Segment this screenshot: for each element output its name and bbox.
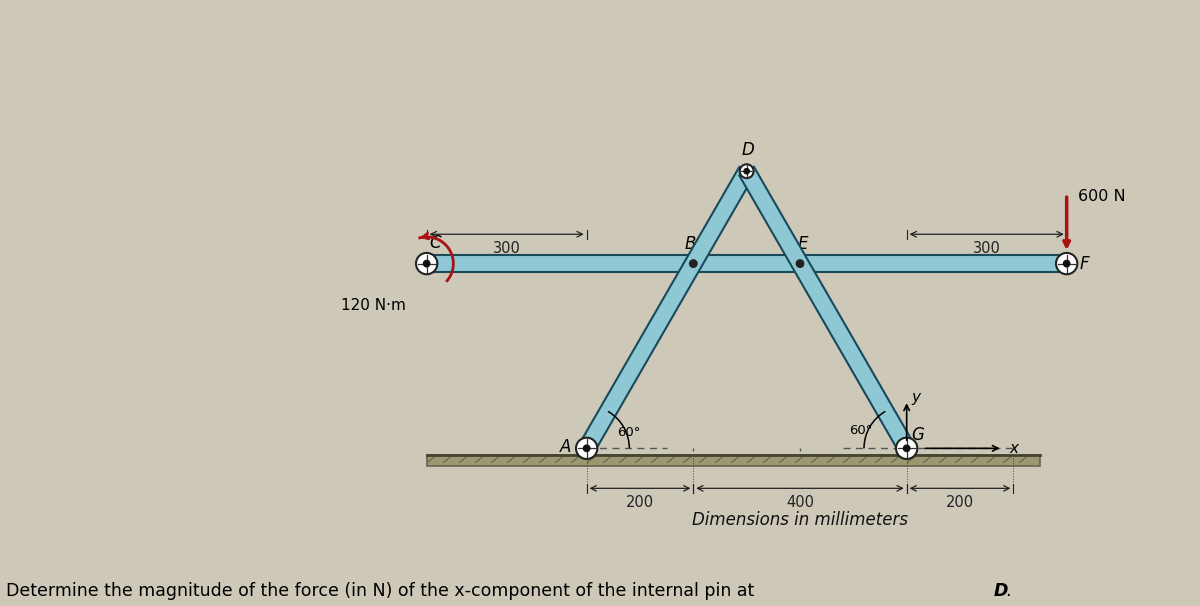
- Circle shape: [896, 438, 917, 459]
- Text: B: B: [685, 235, 696, 253]
- Circle shape: [1063, 261, 1070, 267]
- Text: E: E: [798, 235, 808, 253]
- Circle shape: [1056, 253, 1078, 275]
- Polygon shape: [739, 167, 914, 453]
- Circle shape: [576, 438, 598, 459]
- Polygon shape: [427, 454, 1040, 467]
- Text: 600 N: 600 N: [1079, 189, 1126, 204]
- Text: D: D: [994, 582, 1008, 600]
- Text: 60°: 60°: [848, 424, 872, 436]
- Polygon shape: [427, 255, 1067, 272]
- Text: Determine the magnitude of the force (in N) of the x-component of the internal p: Determine the magnitude of the force (in…: [6, 582, 760, 600]
- Circle shape: [690, 260, 697, 267]
- Text: 120 N·m: 120 N·m: [341, 298, 406, 313]
- Text: x: x: [1009, 441, 1018, 456]
- Circle shape: [904, 445, 910, 451]
- Text: y: y: [911, 390, 920, 405]
- Text: A: A: [560, 438, 571, 456]
- Text: 60°: 60°: [618, 426, 641, 439]
- Text: D: D: [742, 141, 754, 159]
- Polygon shape: [580, 167, 754, 453]
- Text: 400: 400: [786, 494, 814, 510]
- Text: 200: 200: [946, 494, 974, 510]
- Circle shape: [797, 260, 804, 267]
- Text: Dimensions in millimeters: Dimensions in millimeters: [692, 511, 908, 529]
- Text: C: C: [430, 234, 440, 252]
- Circle shape: [739, 164, 754, 178]
- Text: F: F: [1080, 255, 1090, 273]
- Circle shape: [416, 253, 437, 275]
- Text: G: G: [911, 426, 924, 444]
- Text: .: .: [1006, 582, 1012, 600]
- Text: 200: 200: [626, 494, 654, 510]
- Circle shape: [424, 261, 430, 267]
- Circle shape: [744, 168, 749, 174]
- Text: 300: 300: [973, 241, 1001, 256]
- Circle shape: [583, 445, 590, 451]
- Text: 300: 300: [493, 241, 521, 256]
